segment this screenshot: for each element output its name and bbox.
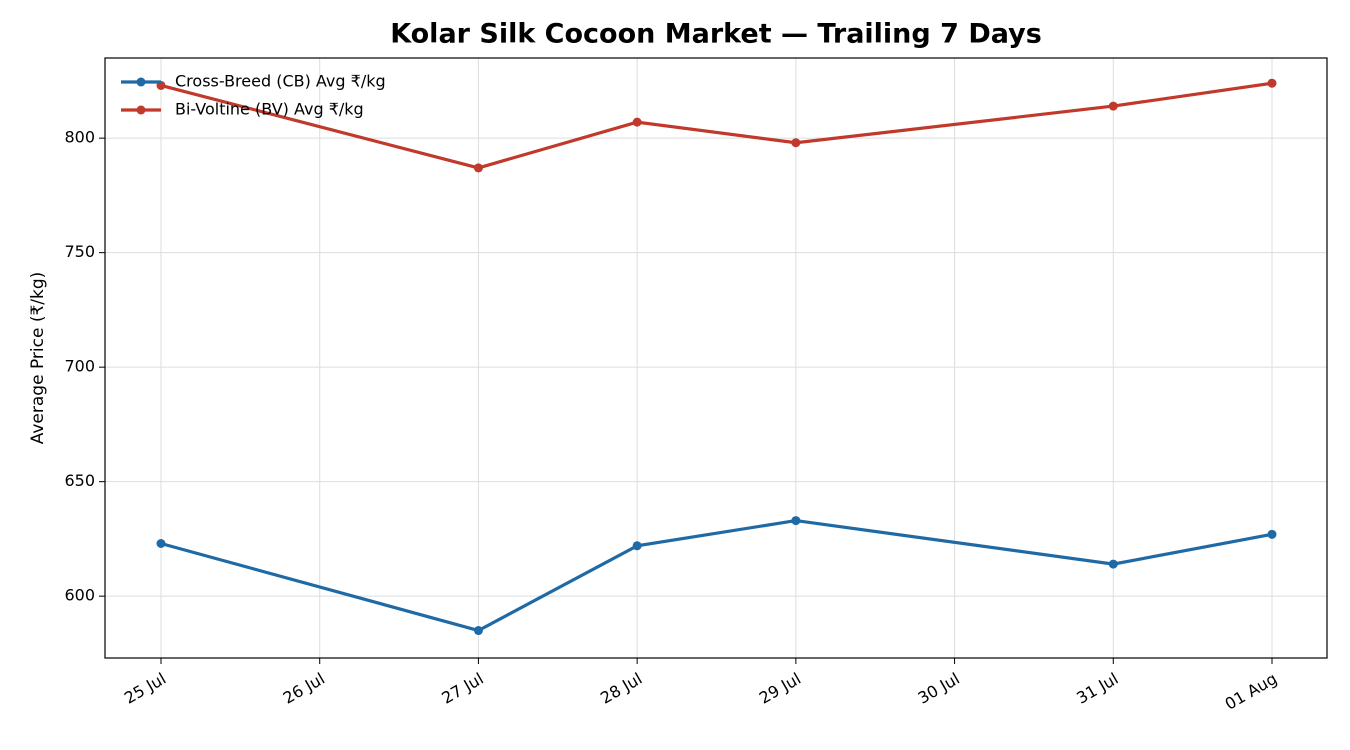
x-tick-label: 26 Jul [280,669,328,708]
y-tick-label: 700 [64,357,95,376]
x-tick-label: 01 Aug [1222,669,1281,714]
legend-marker [136,105,146,115]
y-axis-label: Average Price (₹/kg) [28,272,48,445]
plot-frame [104,57,1328,659]
y-tick-label: 750 [64,242,95,261]
data-point [1267,78,1277,88]
x-tick-label: 25 Jul [121,669,169,708]
data-point [1108,101,1118,111]
legend-label: Cross-Breed (CB) Avg ₹/kg [175,72,386,91]
data-point [632,117,642,127]
data-point [791,138,801,148]
y-tick-label: 600 [64,586,95,605]
data-point [1267,529,1277,539]
y-tick-label: 650 [64,471,95,490]
data-point [473,163,483,173]
x-tick-label: 28 Jul [597,669,645,708]
data-point [1108,559,1118,569]
data-point [156,538,166,548]
series-line [160,518,1273,633]
series-line [160,81,1273,170]
x-tick-label: 29 Jul [756,669,804,708]
data-point [791,516,801,526]
x-tick-label: 30 Jul [915,669,963,708]
data-point [632,541,642,551]
legend-marker [136,77,146,87]
chart-title: Kolar Silk Cocoon Market — Trailing 7 Da… [390,19,1042,50]
x-tick-label: 27 Jul [438,669,486,708]
y-tick-label: 800 [64,128,95,147]
data-point [473,626,483,636]
x-tick-label: 31 Jul [1073,669,1121,708]
legend-label: Bi-Voltine (BV) Avg ₹/kg [175,100,364,119]
